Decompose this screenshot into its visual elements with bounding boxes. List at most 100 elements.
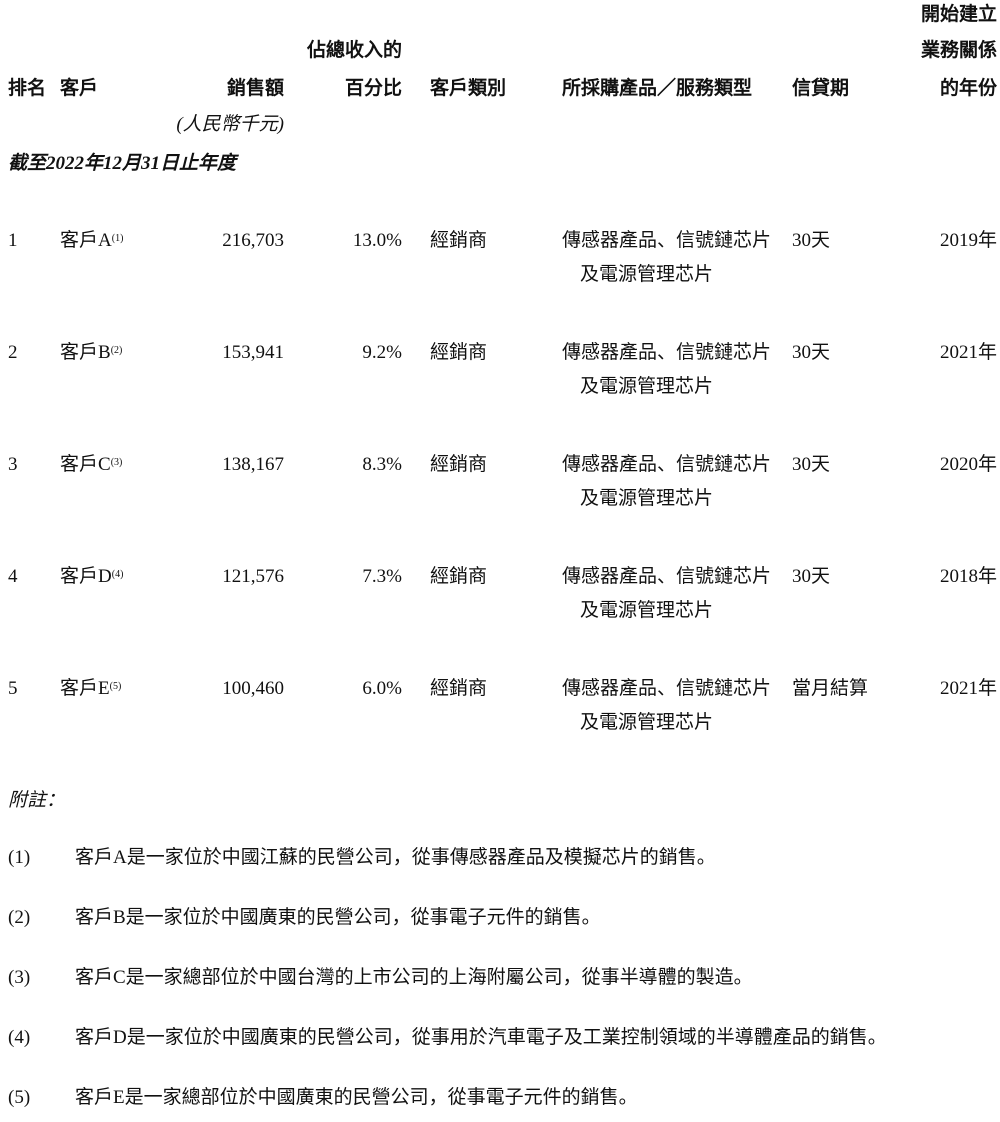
footnote-ref: (3) <box>110 457 123 468</box>
cell-customer: 客戶B(2) <box>60 342 122 364</box>
cell-year: 2021年 <box>940 342 997 364</box>
cell-pct-text: 13.0% <box>352 230 402 251</box>
note-number: (4) <box>8 1027 31 1048</box>
cell-rank: 5 <box>8 678 18 700</box>
header-year-line1: 開始建立 <box>920 4 997 25</box>
header-rank: 排名 <box>8 78 47 99</box>
header-sales: 銷售額 <box>226 78 284 99</box>
cell-customer: 客戶C(3) <box>60 454 122 476</box>
cell-rank: 4 <box>8 566 18 588</box>
header-customer: 客戶 <box>60 78 99 99</box>
cell-rank-text: 2 <box>8 342 18 363</box>
cell-product-text: 傳感器產品、信號鏈芯片 <box>562 230 772 251</box>
cell-credit-text: 當月結算 <box>792 678 869 699</box>
header-credit: 信貸期 <box>792 78 850 99</box>
cell-customer: 客戶A(1) <box>60 230 123 252</box>
header-year-line2: 業務關係 <box>920 40 997 61</box>
cell-sales-text: 153,941 <box>222 342 284 363</box>
footnote-ref: (2) <box>110 345 123 356</box>
cell-credit-text: 30天 <box>792 230 831 251</box>
cell-pct-text: 7.3% <box>362 566 402 587</box>
cell-pct-text: 9.2% <box>362 342 402 363</box>
cell-customer-text: 客戶B <box>60 342 111 363</box>
cell-product-cont-text: 及電源管理芯片 <box>580 264 714 285</box>
cell-product-cont-text: 及電源管理芯片 <box>580 600 714 621</box>
cell-credit-text: 30天 <box>792 566 831 587</box>
cell-customer-type: 經銷商 <box>430 342 487 364</box>
cell-product-cont: 及電源管理芯片 <box>580 264 713 286</box>
header-product: 所採購產品／服務類型 <box>562 78 753 99</box>
cell-rank-text: 1 <box>8 230 18 251</box>
cell-customer: 客戶D(4) <box>60 566 123 588</box>
notes-title: 附註： <box>8 790 66 811</box>
cell-rank-text: 3 <box>8 454 18 475</box>
cell-credit-text: 30天 <box>792 454 831 475</box>
cell-product-cont-text: 及電源管理芯片 <box>580 376 714 397</box>
cell-sales: 153,941 <box>222 342 284 364</box>
cell-credit: 30天 <box>792 230 830 252</box>
cell-pct: 9.2% <box>362 342 402 364</box>
cell-year-text: 2021年 <box>939 342 997 363</box>
cell-pct: 13.0% <box>353 230 402 252</box>
cell-product-cont-text: 及電源管理芯片 <box>580 488 714 509</box>
cell-product: 傳感器產品、信號鏈芯片 <box>562 230 771 252</box>
cell-sales: 121,576 <box>222 566 284 588</box>
cell-credit: 30天 <box>792 342 830 364</box>
cell-year-text: 2021年 <box>939 678 997 699</box>
cell-sales: 100,460 <box>222 678 284 700</box>
cell-sales-text: 216,703 <box>222 230 284 251</box>
cell-year: 2019年 <box>940 230 997 252</box>
cell-rank: 1 <box>8 230 18 252</box>
cell-product-cont: 及電源管理芯片 <box>580 712 713 734</box>
cell-customer-text: 客戶D <box>60 566 112 587</box>
cell-product-cont: 及電源管理芯片 <box>580 376 713 398</box>
cell-rank: 2 <box>8 342 18 364</box>
note-text: 客戶B是一家位於中國廣東的民營公司，從事電子元件的銷售。 <box>75 907 601 928</box>
cell-customer-type-text: 經銷商 <box>430 230 488 251</box>
cell-rank-text: 5 <box>8 678 18 699</box>
footnote-ref: (5) <box>109 681 122 692</box>
footnote-ref: (4) <box>111 569 124 580</box>
cell-customer-type-text: 經銷商 <box>430 454 488 475</box>
cell-rank: 3 <box>8 454 18 476</box>
cell-credit: 當月結算 <box>792 678 868 700</box>
period-heading: 截至2022年12月31日止年度 <box>8 153 237 174</box>
cell-customer-type: 經銷商 <box>430 566 487 588</box>
cell-sales-text: 138,167 <box>222 454 284 475</box>
cell-pct: 7.3% <box>362 566 402 588</box>
cell-product-cont: 及電源管理芯片 <box>580 600 713 622</box>
cell-product-text: 傳感器產品、信號鏈芯片 <box>562 566 772 587</box>
cell-year-text: 2020年 <box>939 454 997 475</box>
header-pct-line2: 百分比 <box>344 78 402 99</box>
cell-year: 2021年 <box>940 678 997 700</box>
cell-pct: 6.0% <box>362 678 402 700</box>
cell-customer-type: 經銷商 <box>430 678 487 700</box>
cell-product: 傳感器產品、信號鏈芯片 <box>562 342 771 364</box>
cell-product-text: 傳感器產品、信號鏈芯片 <box>562 454 772 475</box>
cell-product-text: 傳感器產品、信號鏈芯片 <box>562 342 772 363</box>
cell-customer: 客戶E(5) <box>60 678 121 700</box>
note-number: (2) <box>8 907 31 928</box>
cell-pct: 8.3% <box>362 454 402 476</box>
cell-pct-text: 6.0% <box>362 678 402 699</box>
cell-sales: 138,167 <box>222 454 284 476</box>
note-number: (3) <box>8 967 31 988</box>
footnote-ref: (1) <box>111 233 124 244</box>
cell-sales-text: 100,460 <box>222 678 284 699</box>
cell-year-text: 2018年 <box>939 566 997 587</box>
cell-customer-type: 經銷商 <box>430 454 487 476</box>
cell-product: 傳感器產品、信號鏈芯片 <box>562 566 771 588</box>
cell-credit: 30天 <box>792 454 830 476</box>
note-number: (5) <box>8 1087 31 1108</box>
note-text: 客戶C是一家總部位於中國台灣的上市公司的上海附屬公司，從事半導體的製造。 <box>75 967 753 988</box>
cell-customer-text: 客戶C <box>60 454 111 475</box>
cell-credit: 30天 <box>792 566 830 588</box>
note-text: 客戶A是一家位於中國江蘇的民營公司，從事傳感器產品及模擬芯片的銷售。 <box>75 847 716 868</box>
cell-product-cont: 及電源管理芯片 <box>580 488 713 510</box>
cell-year: 2018年 <box>940 566 997 588</box>
cell-customer-text: 客戶A <box>60 230 112 251</box>
header-customer-type: 客戶類別 <box>430 78 507 99</box>
cell-year-text: 2019年 <box>939 230 997 251</box>
cell-sales-text: 121,576 <box>222 566 284 587</box>
cell-customer-type-text: 經銷商 <box>430 342 488 363</box>
